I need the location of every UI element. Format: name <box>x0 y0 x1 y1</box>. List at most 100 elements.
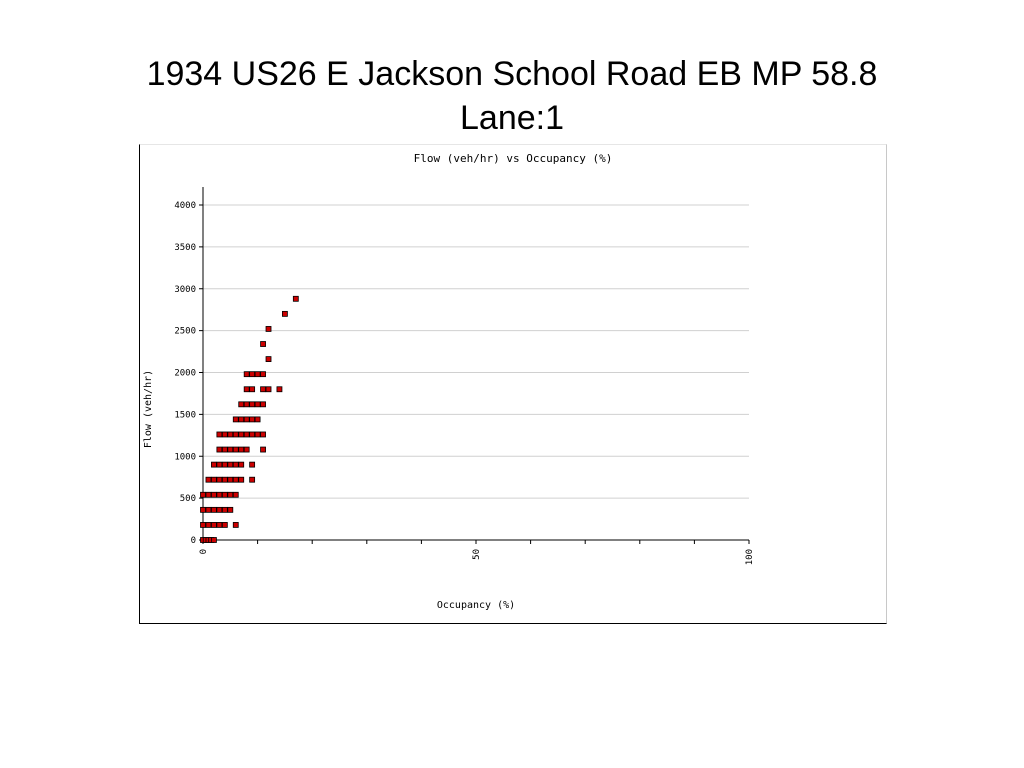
data-point <box>232 431 239 438</box>
data-point <box>243 416 250 423</box>
data-point <box>232 491 239 498</box>
data-point <box>232 461 239 468</box>
data-point <box>221 491 228 498</box>
data-point <box>216 461 223 468</box>
data-points <box>200 295 299 543</box>
data-point <box>249 386 256 393</box>
chart-title: Flow (veh/hr) vs Occupancy (%) <box>414 152 613 165</box>
data-point <box>260 371 266 378</box>
data-point <box>260 431 266 438</box>
data-point <box>265 356 272 363</box>
data-point <box>221 476 228 483</box>
chart-frame: Flow (veh/hr) vs Occupancy (%) 0 500 1000 1… <box>139 144 887 624</box>
data-point <box>211 476 217 483</box>
data-point <box>221 431 228 438</box>
data-point <box>292 295 299 302</box>
x-axis-label: Occupancy (%) <box>437 600 515 611</box>
y-tick-label: 1500 <box>174 410 196 420</box>
data-point <box>216 522 223 528</box>
data-point <box>216 446 223 453</box>
data-point <box>221 461 228 468</box>
data-point <box>243 401 250 408</box>
data-point <box>211 461 217 468</box>
data-point <box>232 522 239 528</box>
y-tick-label: 0 <box>191 536 196 546</box>
y-tick-label: 1000 <box>174 452 196 462</box>
data-point <box>243 446 250 453</box>
data-point <box>249 371 256 378</box>
data-point <box>238 446 245 453</box>
data-point <box>249 416 256 423</box>
data-point <box>238 401 245 408</box>
data-point <box>232 476 239 483</box>
data-point <box>260 446 266 453</box>
data-point <box>211 537 217 543</box>
y-tick-label: 500 <box>180 494 196 504</box>
data-point <box>205 476 212 483</box>
x-tick-label: 100 <box>745 549 755 565</box>
data-point <box>216 431 223 438</box>
scatter-chart: Flow (veh/hr) vs Occupancy (%) 050010001… <box>143 152 755 611</box>
data-point <box>211 506 217 513</box>
data-point <box>243 386 250 393</box>
data-point <box>281 310 288 317</box>
y-axis-label: Flow (veh/hr) <box>143 370 154 448</box>
data-point <box>227 446 234 453</box>
data-point <box>205 522 212 528</box>
data-point <box>238 476 245 483</box>
data-point <box>249 476 256 483</box>
y-tick-label: 3500 <box>174 243 196 253</box>
y-tick-label: 2500 <box>174 327 196 337</box>
data-point <box>227 461 234 468</box>
y-tick-label: 4000 <box>174 201 196 211</box>
y-tick-label: 3000 <box>174 285 196 295</box>
data-point <box>265 386 272 393</box>
slide-title-line-2: Lane:1 <box>460 99 564 137</box>
grid-lines <box>203 204 749 499</box>
data-point <box>238 431 245 438</box>
data-point <box>254 401 261 408</box>
data-point <box>200 522 206 528</box>
slide-title: 1934 US26 E Jackson School Road EB MP 58… <box>0 52 1024 140</box>
data-point <box>216 506 223 513</box>
data-point <box>243 431 250 438</box>
data-point <box>200 506 206 513</box>
data-point <box>243 371 250 378</box>
data-point <box>205 491 212 498</box>
data-point <box>265 326 272 332</box>
data-point <box>221 522 228 528</box>
data-point <box>254 416 261 423</box>
data-point <box>216 476 223 483</box>
data-point <box>254 371 261 378</box>
data-point <box>205 506 212 513</box>
axes <box>199 187 750 544</box>
data-point <box>276 386 283 393</box>
data-point <box>221 446 228 453</box>
data-point <box>254 431 261 438</box>
data-point <box>232 446 239 453</box>
x-tick-label: 0 <box>199 549 209 554</box>
data-point <box>211 522 217 528</box>
data-point <box>221 506 228 513</box>
data-point <box>249 401 256 408</box>
data-point <box>227 506 234 513</box>
data-point <box>260 341 266 347</box>
y-tick-label: 2000 <box>174 369 196 379</box>
data-point <box>238 416 245 423</box>
x-tick-label: 50 <box>472 549 482 560</box>
data-point <box>211 491 217 498</box>
data-point <box>216 491 223 498</box>
data-point <box>227 476 234 483</box>
data-point <box>232 416 239 423</box>
data-point <box>249 431 256 438</box>
data-point <box>260 386 266 393</box>
slide-title-line-1: 1934 US26 E Jackson School Road EB MP 58… <box>146 55 878 93</box>
tick-labels: 0 500 1000 1500 2000 2500 3000 3500 4000 0 50 100 <box>174 201 755 565</box>
data-point <box>200 491 206 498</box>
data-point <box>260 401 266 408</box>
data-point <box>238 461 245 468</box>
data-point <box>227 431 234 438</box>
data-point <box>227 491 234 498</box>
data-point <box>249 461 256 468</box>
